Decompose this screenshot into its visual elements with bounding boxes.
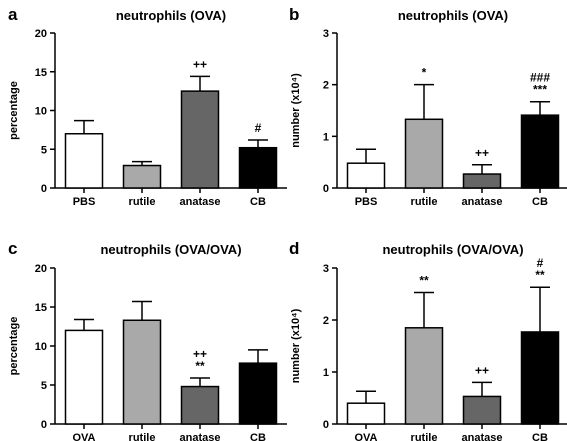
y-tick-label: 5 — [41, 144, 47, 156]
significance-marker: ++ — [475, 146, 489, 160]
y-axis-label: percentage — [8, 317, 20, 376]
bar — [122, 319, 162, 425]
y-tick-label: 0 — [41, 419, 47, 431]
y-tick-label: 0 — [41, 183, 47, 195]
y-axis-label: number (x10⁴) — [290, 73, 302, 148]
x-tick-label: CB — [532, 196, 548, 208]
y-tick-label: 0 — [323, 419, 329, 431]
bar — [404, 118, 444, 189]
x-tick-label: anatase — [462, 196, 503, 208]
chart-title: neutrophils (OVA) — [398, 8, 508, 23]
bar — [122, 164, 162, 189]
y-tick-label: 20 — [35, 263, 47, 275]
bar — [404, 327, 444, 425]
x-tick-label: CB — [532, 432, 548, 441]
y-tick-label: 1 — [323, 131, 329, 143]
x-tick-label: OVA — [72, 432, 95, 441]
y-axis-label: number (x10⁴) — [290, 308, 302, 383]
x-tick-label: CB — [250, 196, 266, 208]
y-tick-label: 3 — [323, 28, 329, 40]
bar — [462, 395, 502, 425]
bar — [520, 331, 560, 425]
bar — [180, 90, 220, 189]
x-tick-label: rutile — [129, 432, 156, 441]
y-tick-label: 10 — [35, 106, 47, 118]
y-tick-label: 3 — [323, 263, 329, 275]
panel-letter: c — [8, 239, 17, 258]
bar — [346, 162, 386, 189]
y-axis-label: percentage — [8, 81, 20, 140]
bar — [238, 146, 278, 189]
x-tick-label: rutile — [129, 196, 156, 208]
x-tick-label: anatase — [180, 196, 221, 208]
bar — [180, 385, 220, 425]
x-tick-label: rutile — [411, 432, 438, 441]
y-tick-label: 0 — [323, 183, 329, 195]
x-tick-label: PBS — [73, 196, 96, 208]
bar — [346, 402, 386, 425]
x-tick-label: rutile — [411, 196, 438, 208]
chart-title: neutrophils (OVA) — [116, 8, 226, 23]
significance-marker: ++ — [193, 57, 207, 71]
x-tick-label: anatase — [180, 432, 221, 441]
x-tick-label: anatase — [462, 432, 503, 441]
x-tick-label: CB — [250, 432, 266, 441]
y-tick-label: 5 — [41, 380, 47, 392]
y-tick-label: 10 — [35, 341, 47, 353]
bar — [64, 133, 104, 189]
y-tick-label: 2 — [323, 315, 329, 327]
y-tick-label: 2 — [323, 80, 329, 92]
significance-marker: *** — [533, 83, 547, 97]
bar — [238, 362, 278, 425]
significance-marker: ++ — [475, 363, 489, 377]
significance-marker: * — [422, 66, 427, 80]
panel-letter: b — [289, 5, 299, 24]
y-tick-label: 15 — [35, 302, 47, 314]
y-tick-label: 15 — [35, 67, 47, 79]
bar — [64, 329, 104, 425]
significance-marker: ++ — [193, 347, 207, 361]
chart-title: neutrophils (OVA/OVA) — [382, 242, 523, 257]
x-tick-label: PBS — [355, 196, 378, 208]
y-tick-label: 20 — [35, 28, 47, 40]
panel-letter: d — [289, 239, 299, 258]
chart-title: neutrophils (OVA/OVA) — [100, 242, 241, 257]
significance-marker: # — [255, 121, 262, 135]
significance-marker: ** — [419, 273, 429, 287]
bar — [462, 173, 502, 189]
significance-marker: ### — [530, 71, 550, 85]
significance-marker: ** — [195, 359, 205, 373]
significance-marker: # — [537, 256, 544, 270]
bar — [520, 114, 560, 189]
y-tick-label: 1 — [323, 367, 329, 379]
panel-letter: a — [8, 5, 18, 24]
significance-marker: ** — [535, 268, 545, 282]
x-tick-label: OVA — [354, 432, 377, 441]
